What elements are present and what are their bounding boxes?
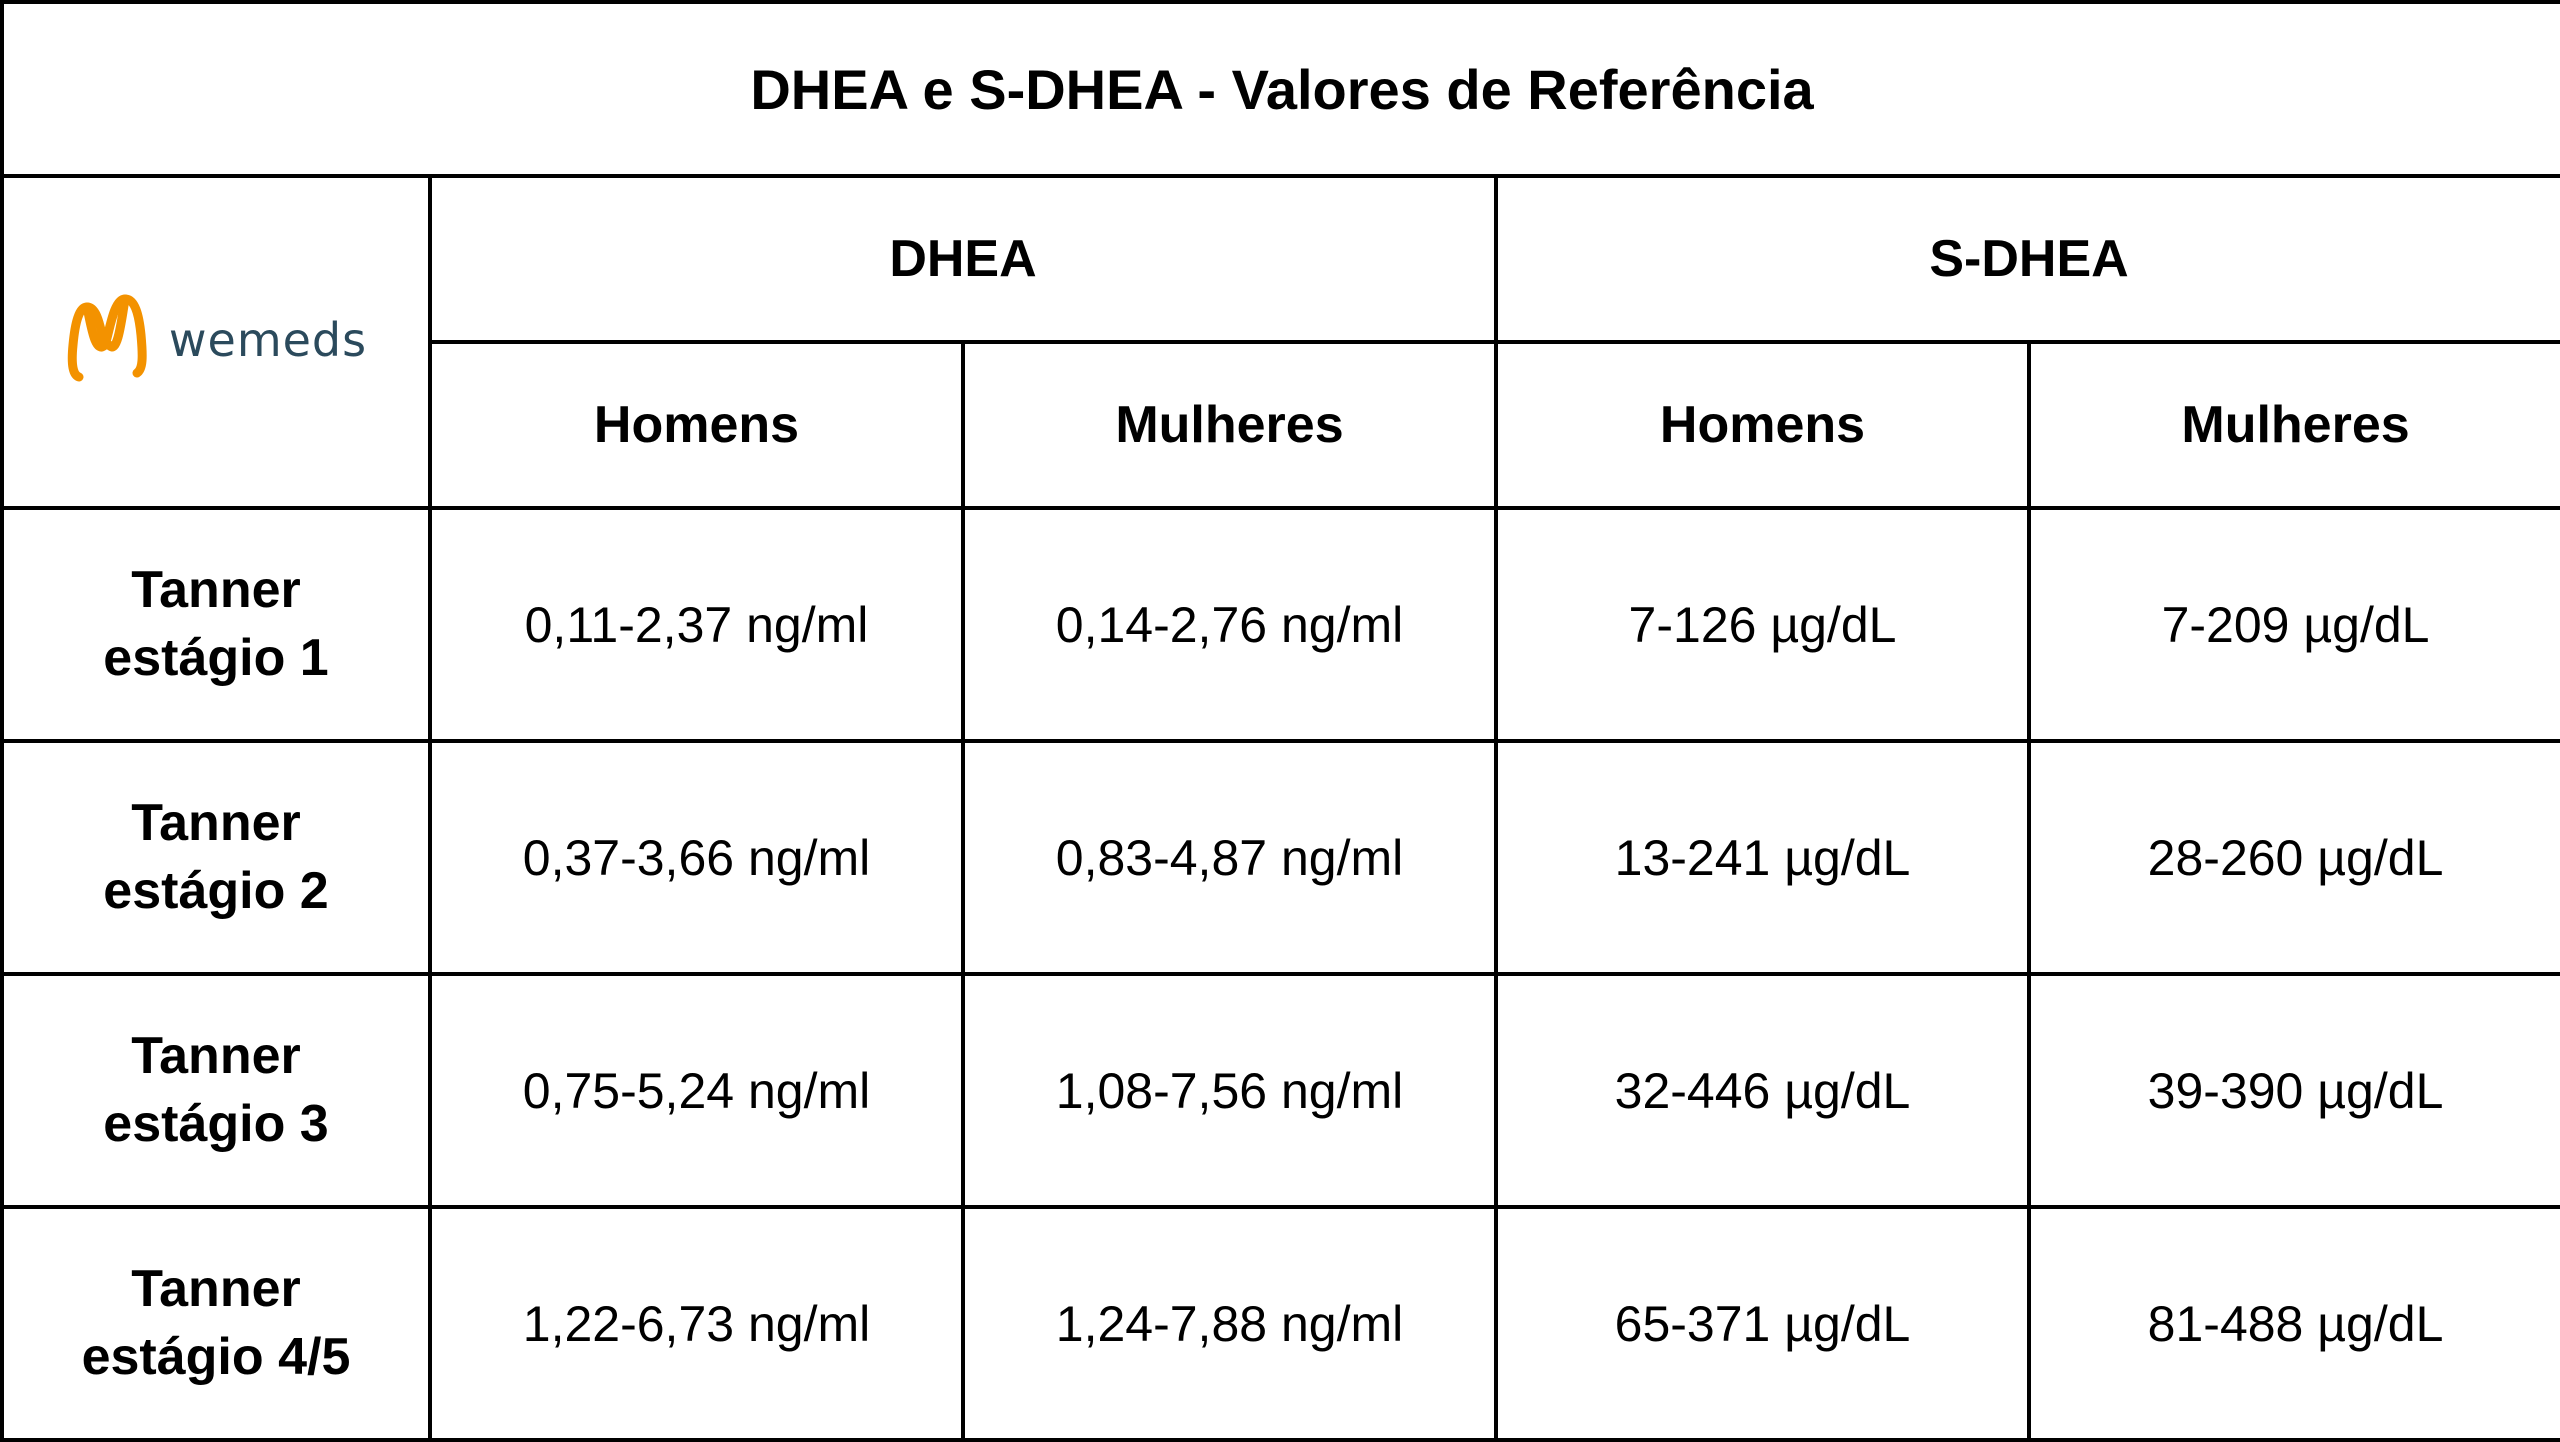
group-header-dhea: DHEA — [428, 174, 1498, 344]
value-cell: 0,75-5,24 ng/ml — [428, 972, 965, 1209]
stage-label: Tanner estágio 2 — [0, 739, 432, 976]
table-row: Tanner estágio 2 0,37-3,66 ng/ml 0,83-4,… — [0, 739, 2560, 976]
wemeds-logo: wemeds — [65, 285, 367, 395]
value-cell: 7-209 µg/dL — [2026, 506, 2560, 743]
table-row: Tanner estágio 4/5 1,22-6,73 ng/ml 1,24-… — [0, 1205, 2560, 1442]
group-header-s-dhea: S-DHEA — [1493, 174, 2560, 344]
table-row: Tanner estágio 3 0,75-5,24 ng/ml 1,08-7,… — [0, 972, 2560, 1209]
stage-label-line2: estágio 2 — [103, 861, 329, 920]
value-cell: 0,83-4,87 ng/ml — [961, 739, 1498, 976]
value-cell: 7-126 µg/dL — [1494, 506, 2031, 743]
stage-label: Tanner estágio 4/5 — [0, 1205, 432, 1442]
stage-label-line2: estágio 1 — [103, 628, 329, 687]
value-cell: 1,08-7,56 ng/ml — [961, 972, 1498, 1209]
value-cell: 65-371 µg/dL — [1494, 1205, 2031, 1442]
wemeds-logo-icon — [67, 294, 147, 381]
value-cell: 32-446 µg/dL — [1494, 972, 2031, 1209]
sub-header-sdhea-mulheres: Mulheres — [2026, 340, 2560, 510]
value-cell: 1,24-7,88 ng/ml — [961, 1205, 1498, 1442]
table-row: Tanner estágio 1 0,11-2,37 ng/ml 0,14-2,… — [0, 506, 2560, 743]
value-cell: 0,14-2,76 ng/ml — [961, 506, 1498, 743]
stage-label-line1: Tanner — [131, 1026, 301, 1085]
sub-header-row: Homens Mulheres Homens Mulheres — [2, 340, 2560, 510]
value-cell: 81-488 µg/dL — [2026, 1205, 2560, 1442]
table-title: DHEA e S-DHEA - Valores de Referência — [0, 0, 2560, 178]
value-cell: 28-260 µg/dL — [2026, 739, 2560, 976]
logo-cell: wemeds — [0, 174, 432, 510]
value-cell: 1,22-6,73 ng/ml — [428, 1205, 965, 1442]
stage-label-line2: estágio 4/5 — [81, 1327, 351, 1386]
wemeds-logo-text: wemeds — [168, 312, 368, 367]
sub-header-dhea-mulheres: Mulheres — [961, 340, 1498, 510]
stage-label: Tanner estágio 1 — [0, 506, 432, 743]
stage-label-line2: estágio 3 — [103, 1094, 329, 1153]
sub-header-sdhea-homens: Homens — [1494, 340, 2031, 510]
stage-label-line1: Tanner — [131, 793, 301, 852]
value-cell: 39-390 µg/dL — [2026, 972, 2560, 1209]
stage-label: Tanner estágio 3 — [0, 972, 432, 1209]
stage-label-line1: Tanner — [131, 560, 301, 619]
value-cell: 0,37-3,66 ng/ml — [428, 739, 965, 976]
sub-header-dhea-homens: Homens — [428, 340, 965, 510]
value-cell: 0,11-2,37 ng/ml — [428, 506, 965, 743]
stage-label-line1: Tanner — [131, 1259, 301, 1318]
value-cell: 13-241 µg/dL — [1494, 739, 2031, 976]
group-header-row: wemeds DHEA S-DHEA — [0, 174, 2560, 510]
title-row: DHEA e S-DHEA - Valores de Referência — [0, 0, 2560, 178]
